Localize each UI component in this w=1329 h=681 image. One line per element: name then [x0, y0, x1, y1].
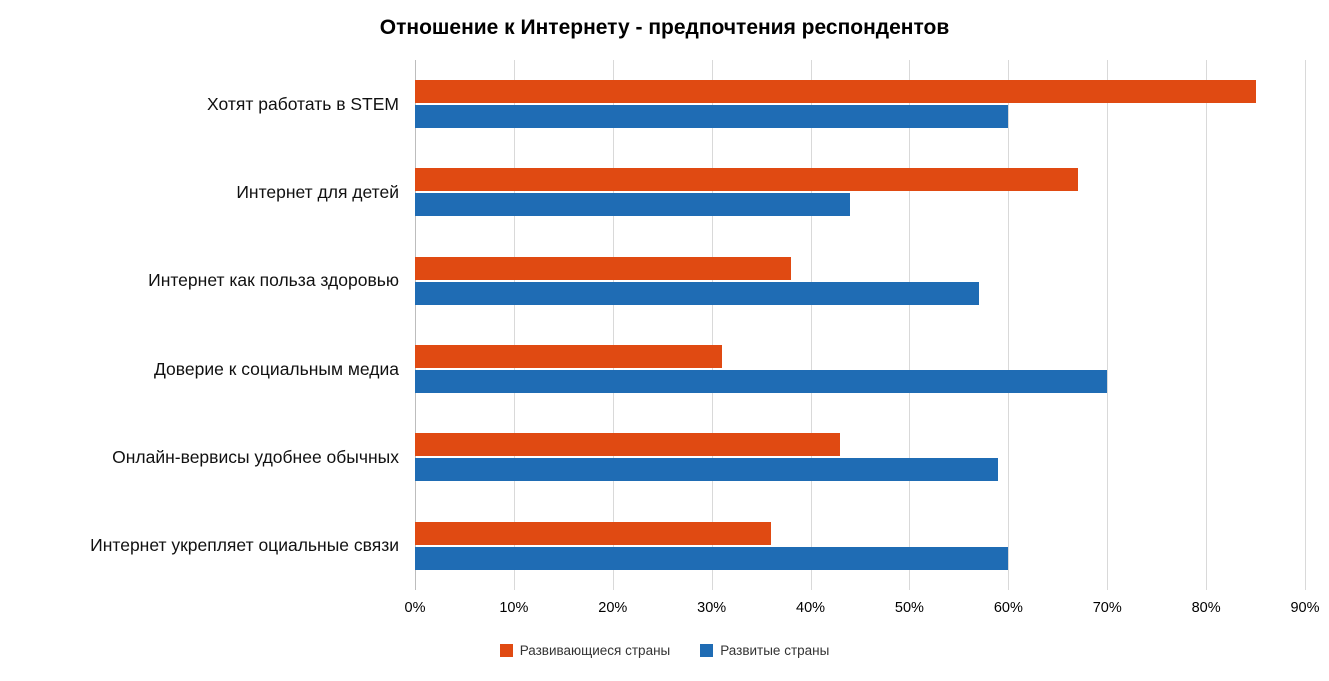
bar-series-0 [415, 521, 771, 545]
plot-wrap: Хотят работать в STEM Интернет для детей И… [0, 60, 1329, 590]
legend-label: Развитые страны [720, 642, 830, 658]
legend-item: Развивающиеся страны [499, 642, 671, 658]
gridline [711, 60, 713, 590]
x-tick-label: 90% [1290, 600, 1320, 616]
y-axis-line [415, 60, 416, 590]
category-label: Хотят работать в STEM [207, 93, 399, 114]
gridline [1206, 60, 1208, 590]
x-axis: 0% 10% 20% 30% 40% 50% 60% 70% 80% 90% [405, 590, 1320, 624]
chart-title: Отношение к Интернету - предпочтения рес… [379, 16, 950, 39]
category-label: Интернет для детей [236, 181, 399, 202]
category-label: Доверие к социальным медиа [153, 358, 399, 379]
legend: Развивающиеся страны Развитые страны [0, 636, 1329, 664]
x-tick-label: 70% [1092, 600, 1122, 616]
gridline [612, 60, 614, 590]
bar-series-1 [415, 546, 1009, 570]
bar-series-1 [415, 458, 999, 482]
x-tick-label: 60% [993, 600, 1023, 616]
x-tick-label: 50% [894, 600, 924, 616]
x-tick-label: 40% [796, 600, 826, 616]
x-tick-label: 20% [598, 600, 628, 616]
bar-series-1 [415, 281, 979, 305]
category-label: Интернет как польза здоровью [148, 270, 399, 291]
bar-group [415, 237, 1305, 325]
bar-series-0 [415, 345, 722, 369]
bar-rows [415, 60, 1305, 590]
bar-series-0 [415, 256, 791, 280]
legend-item: Развитые страны [700, 643, 829, 658]
x-tick-label: 10% [499, 600, 529, 616]
x-tick-label: 30% [697, 600, 727, 616]
bar-series-0 [415, 433, 841, 457]
gridline [1008, 60, 1010, 590]
bar-series-0 [415, 168, 1078, 192]
gridline [909, 60, 911, 590]
bar-group [415, 325, 1305, 413]
gridline [513, 60, 515, 590]
bar-series-1 [415, 105, 1009, 129]
category-label: Интернет укрепляет оциальные связи [90, 535, 399, 556]
x-tick-label: 0% [404, 600, 426, 616]
bar-group [415, 502, 1305, 590]
legend-swatch [700, 643, 714, 657]
bar-series-0 [415, 80, 1256, 104]
legend-label: Развивающиеся страны [519, 642, 671, 658]
bar-group [415, 413, 1305, 501]
legend-swatch [499, 643, 513, 657]
gridline [1107, 60, 1109, 590]
gridline [1305, 60, 1306, 590]
x-tick-label: 80% [1191, 600, 1221, 616]
bar-group [415, 148, 1305, 236]
gridline [810, 60, 812, 590]
bar-series-1 [415, 370, 1108, 394]
category-labels: Хотят работать в STEM Интернет для детей И… [0, 60, 415, 590]
category-label: Онлайн-вервисы удобнее обычных [112, 446, 399, 467]
bar-series-1 [415, 193, 851, 217]
plot-area [415, 60, 1306, 590]
bar-group [415, 60, 1305, 148]
